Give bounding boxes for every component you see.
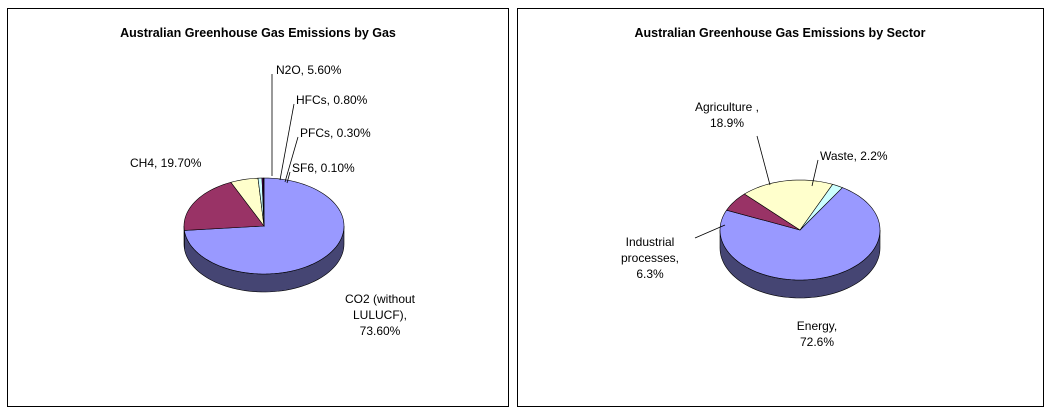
chart-title: Australian Greenhouse Gas Emissions by S… — [634, 26, 925, 40]
chart-title: Australian Greenhouse Gas Emissions by G… — [120, 26, 396, 40]
data-label: Industrial processes, 6.3% — [621, 235, 679, 281]
leader-line — [694, 224, 726, 239]
label-line: 18.9% — [710, 116, 744, 130]
leader-line — [279, 103, 295, 181]
leader-line — [286, 171, 291, 184]
data-label: Waste, 2.2% — [820, 149, 888, 163]
label-line: CO2 (without — [345, 292, 416, 306]
pie-slice — [743, 179, 834, 231]
data-label: PFCs, 0.30% — [300, 126, 371, 140]
data-label: Energy, 72.6% — [797, 319, 837, 349]
label-line: Agriculture , — [695, 100, 759, 114]
label-line: 73.60% — [360, 324, 401, 338]
pie-slice — [263, 177, 265, 227]
pie-slice — [719, 187, 881, 281]
label-line: Energy, — [797, 319, 837, 333]
data-label: HFCs, 0.80% — [296, 93, 368, 107]
data-label: Agriculture , 18.9% — [695, 100, 759, 130]
data-label: CO2 (without LULUCF), 73.60% — [345, 292, 416, 338]
leader-line — [811, 159, 819, 187]
pie-slice — [183, 181, 265, 231]
data-label: CH4, 19.70% — [130, 156, 202, 170]
label-line: 72.6% — [800, 335, 834, 349]
data-label: N2O, 5.60% — [276, 63, 342, 77]
data-label: SF6, 0.10% — [292, 161, 355, 175]
pie-slice — [230, 177, 265, 228]
leader-line — [284, 136, 299, 183]
label-line: Industrial — [626, 235, 675, 249]
label-line: LULUCF), — [353, 308, 407, 322]
pie-slice — [799, 184, 843, 231]
label-line: 6.3% — [636, 267, 664, 281]
pie-slice — [726, 193, 801, 231]
label-line: processes, — [621, 251, 679, 265]
leader-line — [756, 135, 771, 186]
